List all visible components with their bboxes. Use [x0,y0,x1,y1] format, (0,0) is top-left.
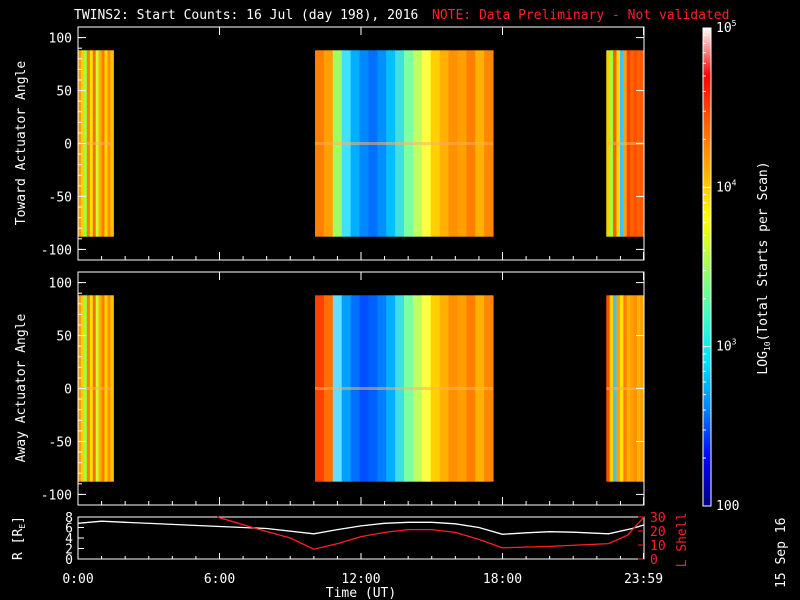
x-ticks: 0:00 6:00 12:00 18:00 23:59 [62,553,663,587]
y-tick-label: -100 [41,243,72,258]
panel-frame [77,516,645,560]
x-ticks [77,27,645,260]
y-tick-label: -50 [49,190,72,205]
right-y-tick-label: 10 [650,539,666,554]
y-tick-label: -50 [49,435,72,450]
chart-title: TWINS2: Start Counts: 16 Jul (day 198), … [74,8,418,23]
y-tick-label: 50 [56,330,72,345]
y-ticks: 100 50 0 -50 -100 [41,32,644,258]
heatmap-cells [78,295,645,482]
colorbar-tick-label: 105 [716,19,737,36]
colorbar-tick-label: 100 [716,499,739,514]
away-actuator-panel: 100 50 0 -50 -100 Away Actuator Angle [14,271,645,506]
zero-angle-band [606,142,644,145]
colorbar-tick-label: 103 [716,338,737,355]
zero-angle-band [606,387,644,390]
colorbar-tick-label: 104 [716,178,737,195]
x-tick-label: 12:00 [341,572,380,587]
x-ticks [77,272,645,505]
x-tick-label: 23:59 [624,572,663,587]
left-y-tick-label: 8 [65,511,73,526]
x-axis-label: Time (UT) [326,586,396,600]
left-y-tick-label: 6 [65,522,73,537]
right-y-axis-label: L Shell [675,513,690,568]
radius-line [77,520,645,535]
x-tick-label: 0:00 [62,572,93,587]
right-y-tick-label: 30 [650,511,666,526]
y-tick-label: 0 [64,138,72,153]
zero-angle-band [78,142,114,145]
zero-angle-band [315,142,494,145]
x-tick-label: 18:00 [483,572,522,587]
y-axis-label: Toward Actuator Angle [14,61,29,226]
colorbar-fill [703,28,711,506]
right-y-tick-label: 0 [650,553,658,568]
y-axis-label: Away Actuator Angle [14,313,29,462]
l-shell-line [216,516,645,550]
y-tick-label: 100 [49,32,72,47]
right-y-tick-label: 20 [650,525,666,540]
y-tick-label: -100 [41,488,72,503]
y-ticks: 100 50 0 -50 -100 [41,277,644,503]
y-tick-label: 0 [64,383,72,398]
left-y-tick-label: 0 [65,553,73,568]
zero-angle-band [315,387,494,390]
colorbar-label: LOG10(Total Starts per Scan) [756,161,772,374]
orbit-lines [77,516,645,550]
left-y-tick-label: 2 [65,543,73,558]
zero-angle-band [78,387,114,390]
colorbar-ticks: 105 104 103 100 [703,19,739,514]
left-y-tick-label: 4 [65,532,73,547]
x-tick-label: 6:00 [204,572,235,587]
colorbar: 105 104 103 100 LOG10(Total Starts per Scan… [702,19,772,514]
y-tick-label: 100 [49,277,72,292]
date-stamp: 15 Sep 16 [774,518,789,588]
y-tick-label: 50 [56,85,72,100]
left-y-axis-label: R [RE] [11,516,27,560]
preliminary-note: NOTE: Data Preliminary - Not validated [432,8,729,23]
toward-actuator-panel: 100 50 0 -50 -100 Toward Actuator Angle [14,26,645,261]
